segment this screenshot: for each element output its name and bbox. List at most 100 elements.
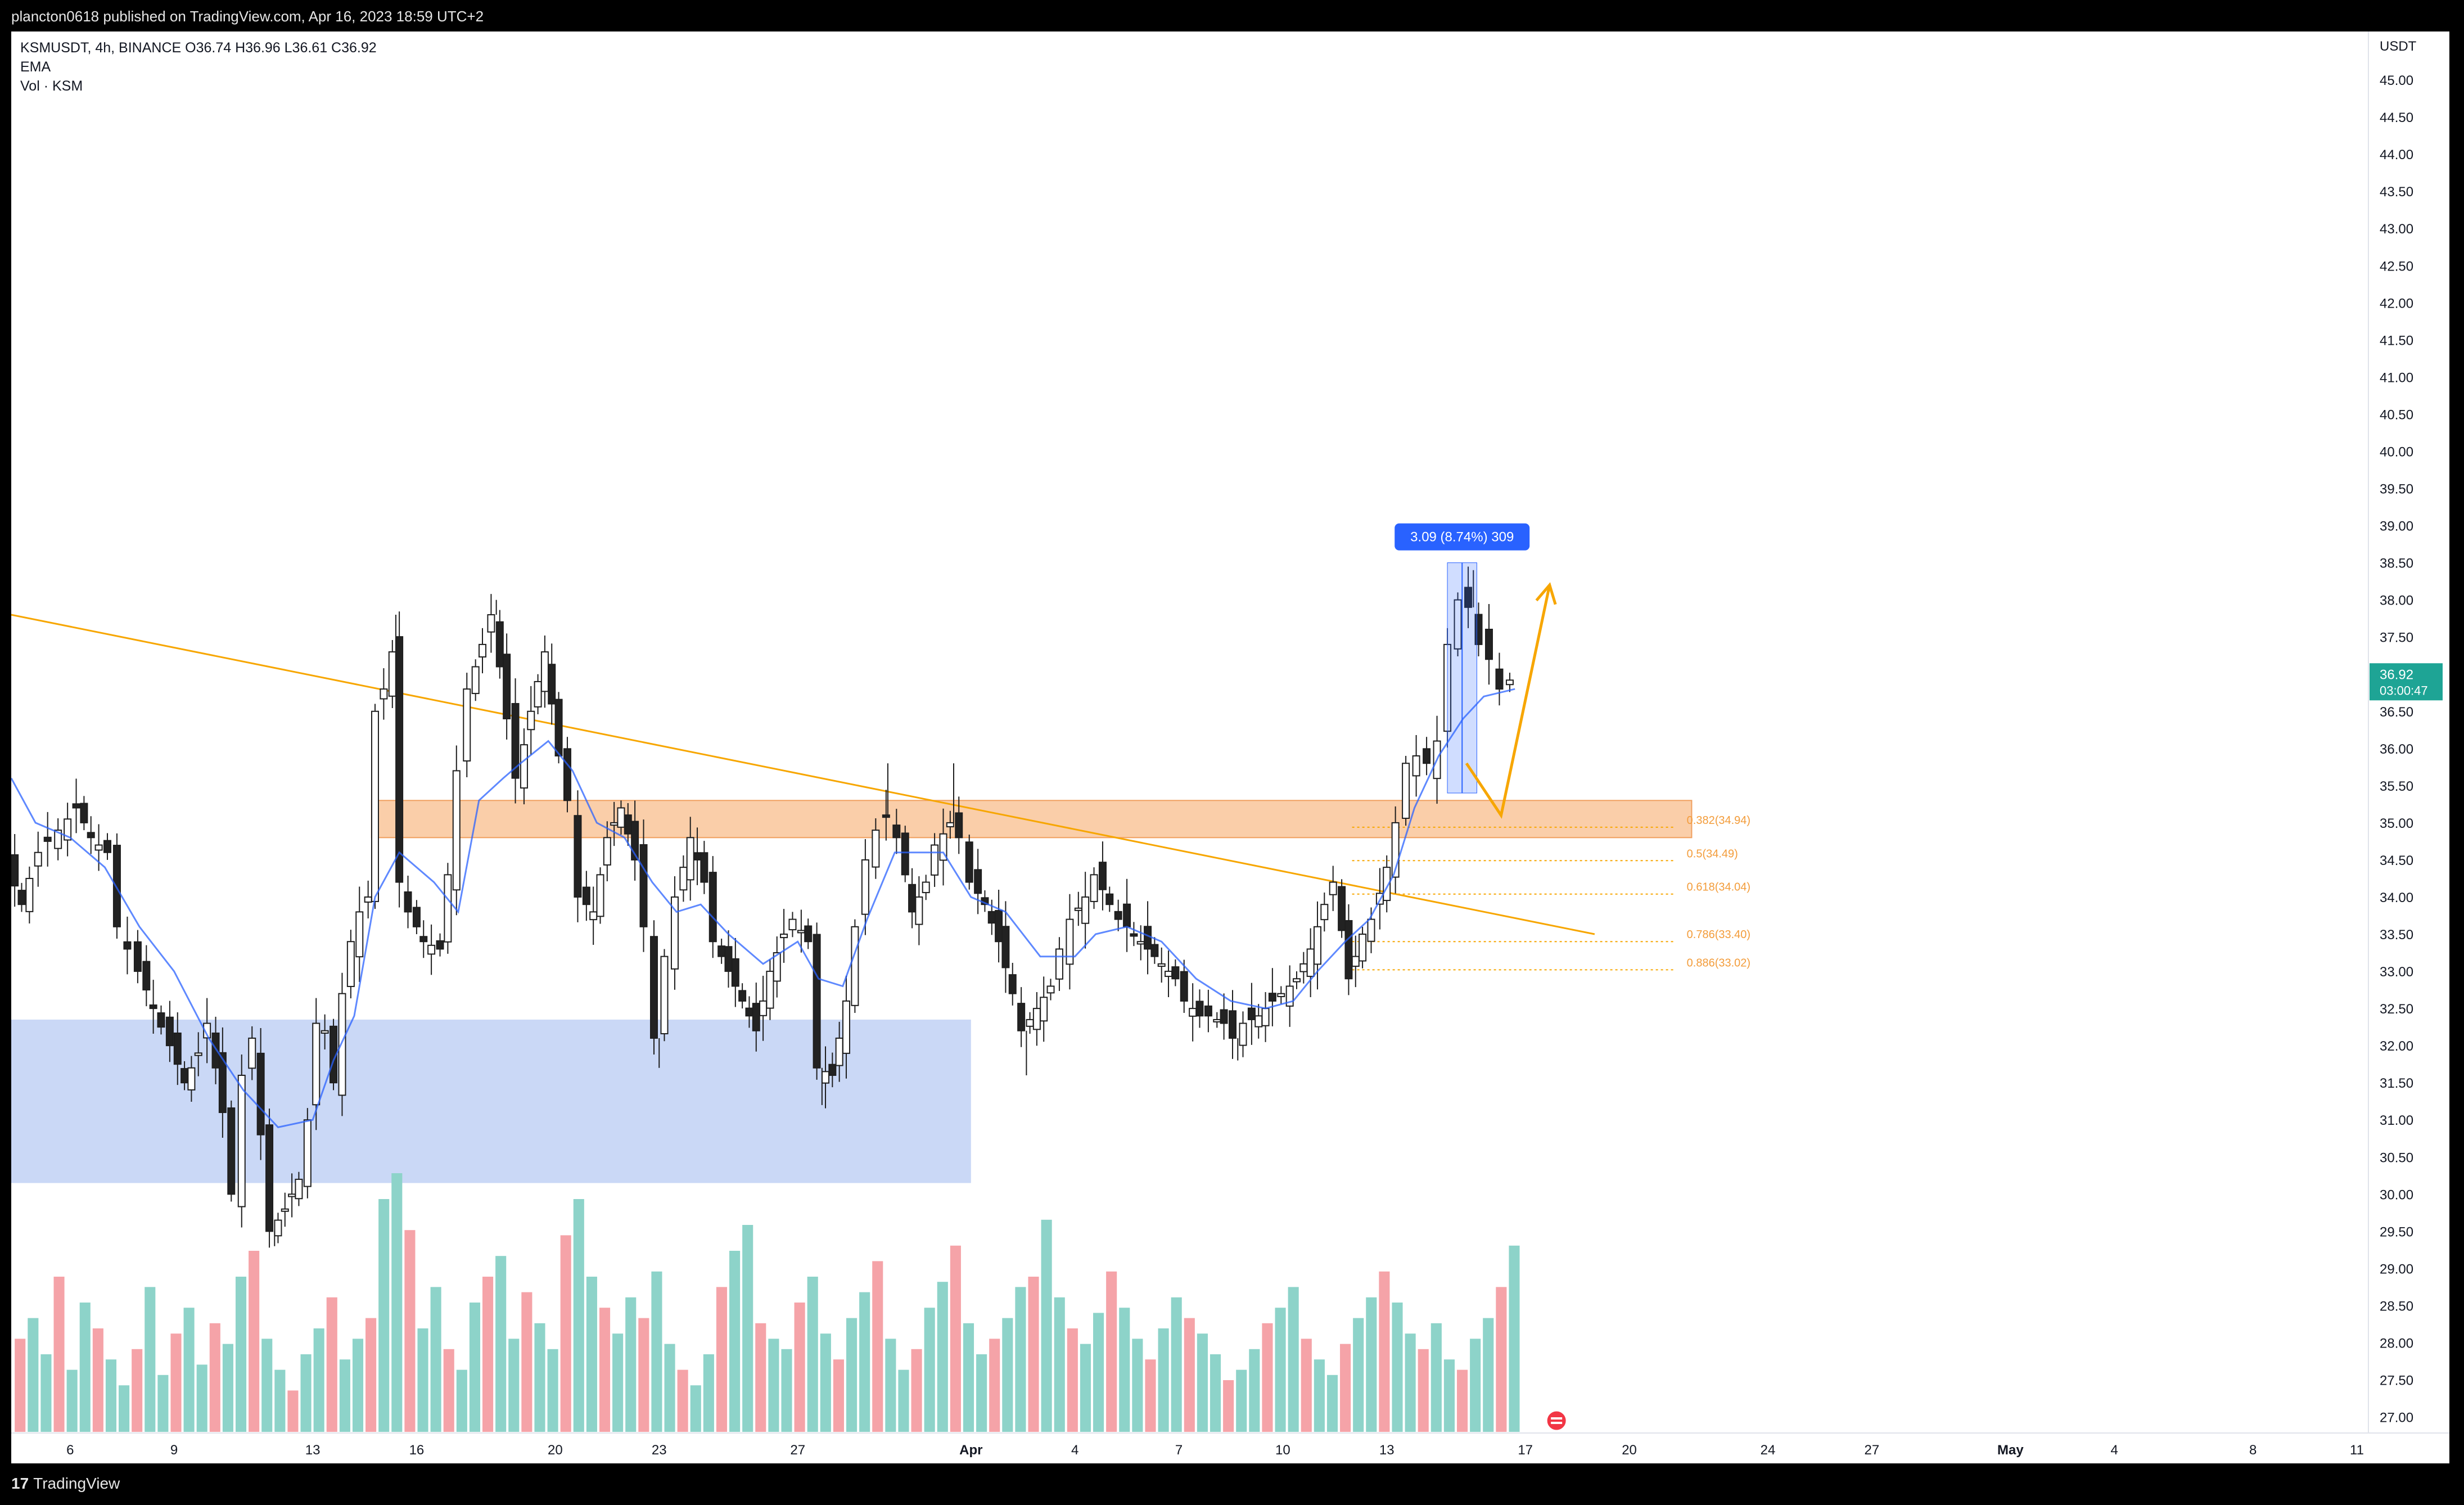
footer-bar: 17 TradingView — [0, 1463, 2464, 1505]
volume-bar — [651, 1271, 662, 1432]
price-axis-tick: 31.50 — [2380, 1076, 2413, 1091]
volume-bar — [976, 1354, 987, 1432]
volume-bar — [625, 1297, 637, 1432]
candle-body — [436, 940, 444, 950]
price-axis-tick: 41.00 — [2380, 370, 2413, 385]
volume-bar — [911, 1349, 922, 1432]
volume-bar — [1366, 1297, 1377, 1432]
candle-body — [511, 703, 520, 779]
volume-bar — [937, 1282, 948, 1432]
candle-body — [133, 941, 142, 972]
tradingview-logo-text: TradingView — [33, 1475, 120, 1492]
candle-body — [274, 1219, 282, 1237]
volume-bar — [456, 1369, 467, 1432]
support-zone[interactable] — [11, 1019, 971, 1183]
volume-bar — [209, 1323, 220, 1432]
candle-body — [1189, 1008, 1197, 1017]
volume-bar — [1119, 1308, 1130, 1432]
candle-body — [596, 874, 604, 917]
candle-body — [64, 818, 72, 841]
volume-bar — [92, 1328, 103, 1432]
volume-bar — [1314, 1359, 1325, 1432]
candle-body — [94, 844, 103, 851]
flag-stripe — [1551, 1422, 1563, 1424]
price-axis-tick: 32.50 — [2380, 1002, 2413, 1017]
candle-body — [548, 664, 556, 705]
price-axis-tick: 35.50 — [2380, 779, 2413, 794]
price-axis-tick: 32.00 — [2380, 1039, 2413, 1054]
candle-body — [574, 815, 582, 898]
resistance-zone[interactable] — [371, 800, 1693, 839]
ema-line[interactable] — [11, 688, 1515, 1129]
volume-indicator-label[interactable]: Vol · KSM — [20, 78, 83, 94]
volume-bar — [261, 1339, 273, 1432]
candle-body — [1220, 1009, 1228, 1024]
volume-bar — [482, 1277, 494, 1432]
price-axis-panel[interactable] — [2368, 31, 2449, 1463]
candle-body — [915, 896, 923, 925]
candle-body — [495, 621, 504, 668]
tradingview-logo[interactable]: 17 TradingView — [11, 1475, 120, 1493]
chart-canvas[interactable]: 0.382(34.94) 0.5(34.49) 0.618(34.04) 0.786(… — [11, 31, 2449, 1463]
volume-bar — [638, 1318, 649, 1432]
candle-body — [788, 918, 797, 931]
candle-body — [338, 993, 346, 1096]
candle-body — [157, 1012, 165, 1028]
price-axis-tick: 44.50 — [2380, 110, 2413, 125]
time-axis-tick: 13 — [1379, 1443, 1395, 1458]
price-axis-tick: 44.00 — [2380, 147, 2413, 163]
time-axis-tick: 27 — [1865, 1443, 1880, 1458]
time-axis-tick: Apr — [959, 1443, 982, 1458]
candle-body — [1144, 926, 1152, 950]
volume-bar — [547, 1349, 558, 1432]
price-axis-tick: 28.00 — [2380, 1336, 2413, 1351]
candle-body — [686, 837, 694, 881]
volume-bar — [495, 1256, 507, 1432]
volume-bar — [1184, 1318, 1195, 1432]
time-axis-panel[interactable] — [11, 1433, 2449, 1463]
candle-body — [248, 1037, 256, 1069]
volume-bar — [820, 1333, 831, 1432]
measure-label-box — [1395, 523, 1530, 551]
candle-body — [1306, 948, 1315, 977]
candle-body — [1017, 1003, 1026, 1031]
volume-bar — [132, 1349, 143, 1432]
volume-bar — [1326, 1375, 1338, 1432]
candle-body — [1464, 587, 1473, 608]
price-axis-tick: 29.00 — [2380, 1261, 2413, 1277]
candle-body — [503, 654, 511, 719]
candle-body — [724, 946, 733, 972]
candle-body — [355, 911, 364, 958]
descending-trendline[interactable] — [11, 614, 1595, 935]
candle-body — [103, 840, 111, 853]
candle-body — [187, 1067, 196, 1091]
volume-bar — [1067, 1328, 1078, 1432]
candle-body — [112, 845, 121, 927]
candle-body — [1157, 963, 1166, 967]
volume-bar — [1158, 1328, 1169, 1432]
price-axis-tick: 39.50 — [2380, 482, 2413, 497]
candle-body — [1180, 971, 1188, 1002]
fib-level-label: 0.786(33.40) — [1687, 929, 1750, 941]
last-price-tag[interactable] — [2370, 663, 2443, 701]
candle-body — [1204, 1005, 1212, 1017]
volume-bar — [872, 1261, 883, 1432]
candle-body — [974, 869, 982, 894]
candle-body — [149, 1004, 157, 1010]
candle-body — [1040, 997, 1048, 1022]
economic-event-flag-icon[interactable] — [1545, 1409, 1568, 1432]
candle-body — [527, 710, 535, 731]
candle-body — [995, 910, 1003, 943]
candle-body — [1367, 918, 1375, 942]
volume-bar — [352, 1339, 364, 1432]
price-axis-tick: 34.50 — [2380, 853, 2413, 868]
candle-body — [752, 1003, 760, 1031]
projection-path[interactable] — [1465, 584, 1551, 819]
price-chart[interactable]: 0.382(34.94) 0.5(34.49) 0.618(34.04) 0.786(… — [11, 31, 2449, 1463]
candle-body — [281, 1208, 289, 1212]
candle-body — [1268, 993, 1276, 1002]
candle-body — [1412, 755, 1420, 777]
symbol-ohlc-line: KSMUSDT, 4h, BINANCE O36.74 H36.96 L36.6… — [20, 40, 377, 56]
ema-indicator-label[interactable]: EMA — [20, 59, 51, 75]
candle-body — [813, 934, 821, 1069]
